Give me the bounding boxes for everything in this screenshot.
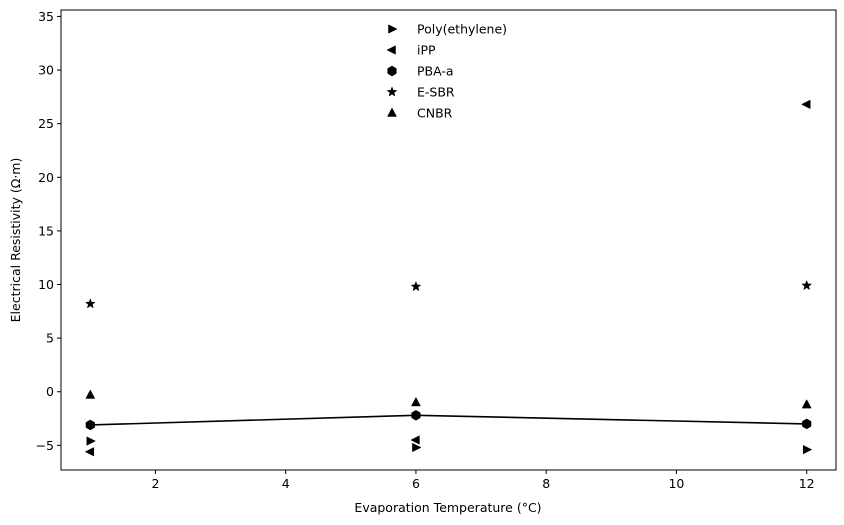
x-tick-label: 4 bbox=[282, 476, 290, 491]
legend-marker-pba-a bbox=[387, 65, 397, 77]
y-tick-label: 25 bbox=[38, 116, 54, 131]
legend: Poly(ethylene) iPP PBA-a E-SBR CNBR bbox=[386, 22, 507, 121]
legend-label-pba-a: PBA-a bbox=[417, 64, 454, 79]
x-tick-label: 8 bbox=[542, 476, 550, 491]
data-point-ipp bbox=[84, 447, 95, 457]
data-point-poly-ethylene bbox=[86, 436, 96, 446]
legend-label-poly-ethylene: Poly(ethylene) bbox=[417, 22, 507, 37]
legend-marker-poly-ethylene bbox=[388, 24, 398, 34]
legend-marker-cnbr bbox=[387, 107, 397, 117]
legend-label-cnbr: CNBR bbox=[417, 106, 453, 121]
y-tick-label: 15 bbox=[38, 223, 54, 238]
data-point-pba-a bbox=[802, 418, 812, 430]
y-axis-ticks: −5 0 5 10 15 20 25 30 35 bbox=[36, 9, 61, 453]
data-point-ipp bbox=[410, 435, 420, 445]
y-tick-label: −5 bbox=[36, 438, 54, 453]
data-point-pba-a bbox=[411, 410, 421, 421]
y-tick-label: 0 bbox=[46, 384, 54, 399]
legend-marker-e-sbr bbox=[386, 86, 398, 97]
legend-marker-ipp bbox=[386, 45, 396, 55]
y-tick-label: 5 bbox=[46, 331, 54, 346]
x-tick-label: 10 bbox=[668, 476, 684, 491]
data-point-poly-ethylene bbox=[412, 442, 422, 453]
y-tick-label: 10 bbox=[38, 277, 54, 292]
x-axis-ticks: 2 4 6 8 10 12 bbox=[151, 470, 815, 491]
data-point-pba-a bbox=[85, 419, 95, 431]
plot-content bbox=[84, 99, 813, 457]
data-point-cnbr bbox=[85, 389, 96, 399]
data-point-poly-ethylene bbox=[802, 444, 813, 455]
y-tick-label: 35 bbox=[38, 9, 54, 24]
data-point-e-sbr bbox=[84, 298, 96, 309]
plot-frame bbox=[60, 9, 837, 471]
x-tick-label: 2 bbox=[151, 476, 159, 491]
y-axis-label: Electrical Resistivity (Ω·m) bbox=[8, 158, 23, 323]
data-point-cnbr bbox=[411, 396, 421, 407]
data-point-e-sbr bbox=[801, 279, 813, 291]
y-tick-label: 30 bbox=[38, 63, 54, 78]
x-tick-label: 12 bbox=[799, 476, 815, 491]
data-point-ipp bbox=[801, 99, 811, 110]
legend-label-e-sbr: E-SBR bbox=[417, 85, 455, 100]
x-axis-label: Evaporation Temperature (°C) bbox=[354, 500, 541, 515]
legend-label-ipp: iPP bbox=[417, 43, 436, 58]
y-tick-label: 20 bbox=[38, 170, 54, 185]
data-point-cnbr bbox=[801, 399, 812, 409]
x-tick-label: 6 bbox=[412, 476, 420, 491]
data-point-e-sbr bbox=[410, 280, 422, 292]
